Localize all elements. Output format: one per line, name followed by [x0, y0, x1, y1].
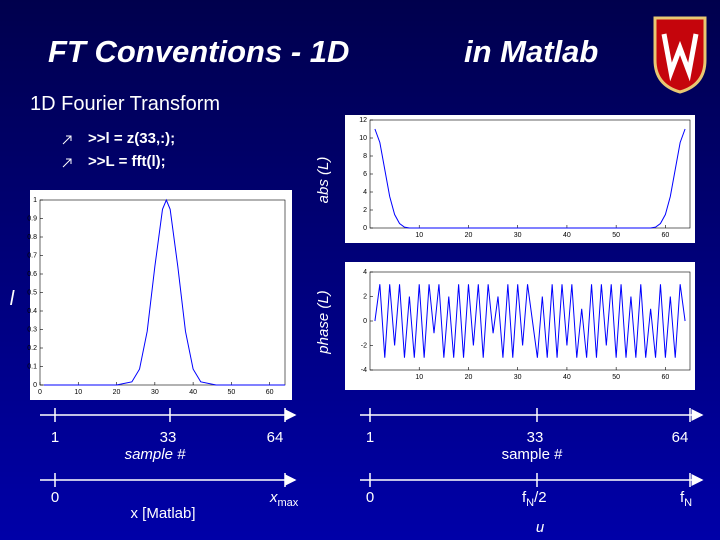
x-tick-label: 20 [465, 374, 473, 381]
x-tick-label: 30 [514, 374, 522, 381]
coord-mid: fN/2 [522, 489, 547, 509]
y-axis-label: abs (L) [315, 157, 332, 204]
x-tick-label: 60 [661, 232, 669, 239]
y-tick-label: 0.1 [27, 363, 37, 370]
y-tick-label: 0.3 [27, 326, 37, 333]
coord-mid-base: f [522, 489, 527, 506]
index-label: 1 [51, 429, 59, 446]
x-tick-label: 50 [228, 389, 236, 396]
coord-start: 0 [51, 489, 59, 506]
x-tick-label: 60 [661, 374, 669, 381]
index-label: 33 [160, 429, 177, 446]
x-tick-label: 40 [563, 232, 571, 239]
plot-background [345, 262, 695, 390]
plot-background [30, 190, 292, 400]
plot-background [345, 115, 695, 243]
y-tick-label: 2 [363, 207, 367, 214]
y-tick-label: 6 [363, 171, 367, 178]
y-tick-label: 0.9 [27, 215, 37, 222]
x-tick-label: 10 [415, 232, 423, 239]
x-tick-label: 30 [514, 232, 522, 239]
index-name: sample # [502, 446, 564, 463]
bullet-icon [62, 135, 72, 168]
x-tick-label: 0 [38, 389, 42, 396]
y-tick-label: 0 [33, 382, 37, 389]
coord-start: 0 [366, 489, 374, 506]
y-tick-label: 0 [363, 225, 367, 232]
subtitle: 1D Fourier Transform [30, 93, 220, 115]
coord-mid-sub: N [526, 497, 534, 509]
y-tick-label: 4 [363, 189, 367, 196]
index-label: 64 [672, 429, 689, 446]
y-tick-label: 0.5 [27, 289, 37, 296]
y-tick-label: 0.8 [27, 234, 37, 241]
coord-end-sub: N [684, 497, 692, 509]
y-tick-label: 0.4 [27, 308, 37, 315]
index-label: 33 [527, 429, 544, 446]
x-tick-label: 60 [266, 389, 274, 396]
y-tick-label: 8 [363, 153, 367, 160]
title-right: in Matlab [464, 34, 598, 69]
coord-name: x [Matlab] [130, 505, 195, 522]
y-tick-label: -4 [361, 367, 367, 374]
coord-end-base: f [680, 489, 685, 506]
index-label: 1 [366, 429, 374, 446]
coord-end-base: x [269, 489, 278, 506]
x-tick-label: 20 [113, 389, 121, 396]
y-axis-label: l [10, 288, 15, 310]
x-tick-label: 20 [465, 232, 473, 239]
y-tick-label: 10 [359, 135, 367, 142]
bullet: >>L = fft(l); [88, 153, 166, 170]
x-tick-label: 50 [612, 232, 620, 239]
bullet: >>l = z(33,:); [88, 130, 175, 147]
data-line [374, 128, 686, 229]
y-axis-label: phase (L) [315, 290, 332, 354]
index-name: sample # [125, 446, 187, 463]
y-tick-label: 1 [33, 197, 37, 204]
index-label: 64 [267, 429, 284, 446]
y-tick-label: 4 [363, 269, 367, 276]
x-tick-label: 30 [151, 389, 159, 396]
data-line [374, 284, 686, 358]
coord-mid-rest: /2 [534, 489, 547, 506]
data-line [43, 198, 285, 386]
x-tick-label: 40 [189, 389, 197, 396]
x-tick-label: 40 [563, 374, 571, 381]
coord-name: u [536, 519, 545, 536]
coord-end: xmax [269, 489, 299, 509]
y-tick-label: 0 [363, 318, 367, 325]
y-tick-label: 0.2 [27, 345, 37, 352]
y-tick-label: 0.6 [27, 271, 37, 278]
x-tick-label: 10 [415, 374, 423, 381]
title: FT Conventions - 1D [48, 34, 349, 69]
left-axes [40, 408, 297, 487]
charts: 00.10.20.30.40.50.60.70.80.910 10 20 30 40 50… [10, 115, 695, 400]
y-tick-label: -2 [361, 342, 367, 349]
x-tick-label: 10 [74, 389, 82, 396]
x-tick-label: 50 [612, 374, 620, 381]
y-tick-label: 0.7 [27, 252, 37, 259]
y-tick-label: 12 [359, 117, 367, 124]
logo [653, 16, 707, 94]
right-axes [360, 408, 704, 487]
coord-end-sub: max [278, 497, 299, 509]
coord-end: fN [680, 489, 692, 509]
y-tick-label: 2 [363, 293, 367, 300]
